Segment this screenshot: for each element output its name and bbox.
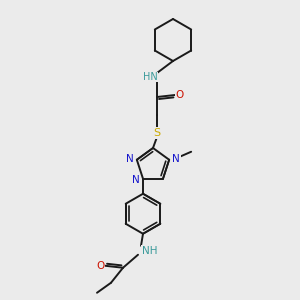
Text: N: N [172,154,180,164]
Text: HN: HN [142,72,158,82]
Text: S: S [153,128,161,138]
Text: NH: NH [142,246,158,256]
Text: O: O [176,90,184,100]
Text: O: O [96,261,104,271]
Text: N: N [126,154,134,164]
Text: N: N [132,175,140,185]
Text: N: N [171,155,179,165]
